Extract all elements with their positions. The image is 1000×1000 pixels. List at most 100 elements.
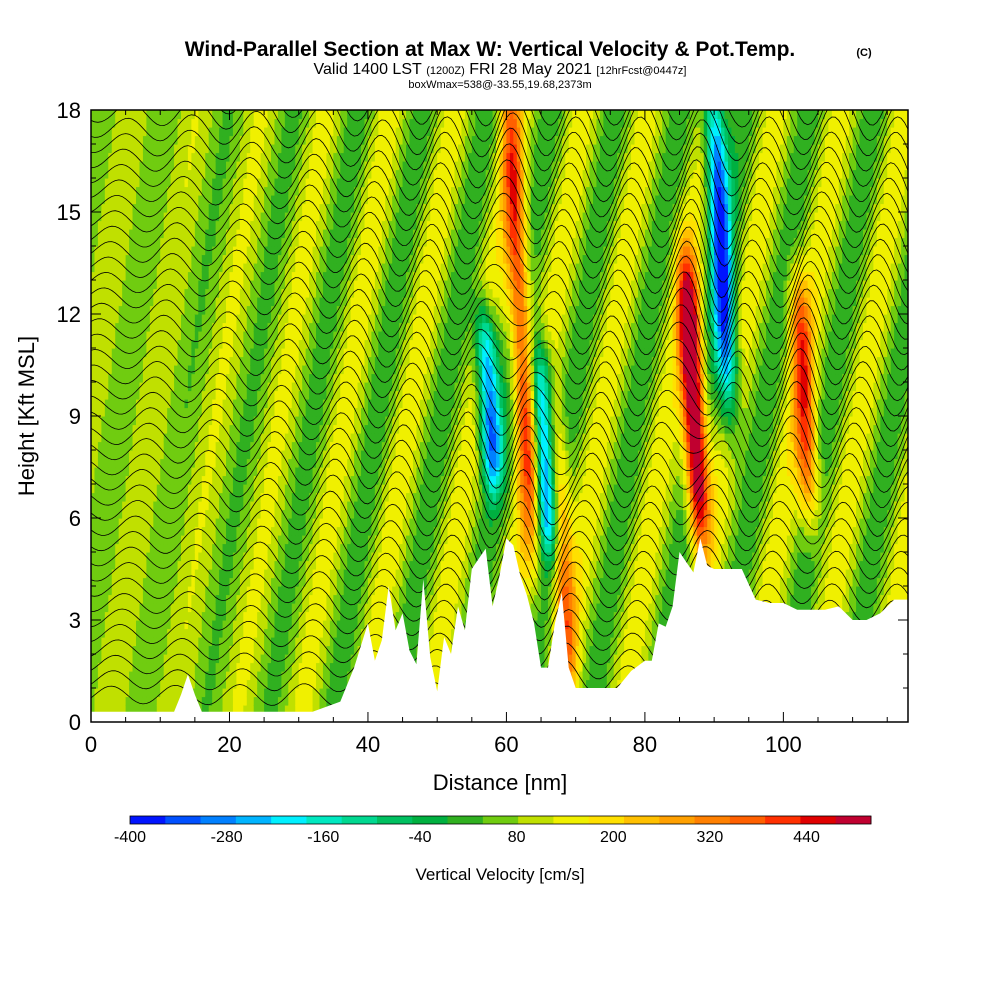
velocity-cell — [302, 255, 306, 264]
velocity-cell — [264, 238, 268, 247]
velocity-cell — [108, 391, 112, 400]
velocity-cell — [108, 229, 112, 238]
velocity-cell — [212, 195, 216, 204]
velocity-cell — [247, 552, 251, 561]
velocity-cell — [108, 263, 112, 272]
velocity-cell — [146, 612, 150, 621]
velocity-cell — [247, 450, 251, 459]
velocity-cell — [292, 459, 296, 468]
velocity-cell — [292, 408, 296, 417]
velocity-cell — [247, 697, 251, 706]
velocity-cell — [309, 654, 313, 663]
velocity-cell — [129, 569, 133, 578]
velocity-cell — [188, 204, 192, 213]
velocity-cell — [178, 561, 182, 570]
velocity-cell — [101, 663, 105, 672]
velocity-cell — [94, 340, 98, 349]
velocity-cell — [112, 561, 116, 570]
velocity-cell — [160, 484, 164, 493]
velocity-cell — [164, 408, 168, 417]
velocity-cell — [229, 527, 233, 536]
velocity-cell — [153, 204, 157, 213]
velocity-cell — [257, 688, 261, 697]
velocity-cell — [150, 280, 154, 289]
velocity-cell — [105, 340, 109, 349]
velocity-cell — [319, 314, 323, 323]
velocity-cell — [288, 603, 292, 612]
velocity-cell — [271, 119, 275, 128]
velocity-cell — [223, 153, 227, 162]
velocity-cell — [188, 136, 192, 145]
velocity-cell — [171, 425, 175, 434]
velocity-cell — [167, 493, 171, 502]
velocity-cell — [129, 671, 133, 680]
velocity-cell — [271, 229, 275, 238]
velocity-cell — [278, 493, 282, 502]
velocity-cell — [223, 595, 227, 604]
velocity-cell — [119, 476, 123, 485]
velocity-cell — [139, 238, 143, 247]
velocity-cell — [313, 442, 317, 451]
velocity-cell — [160, 365, 164, 374]
velocity-cell — [223, 161, 227, 170]
velocity-cell — [174, 161, 178, 170]
velocity-cell — [250, 391, 254, 400]
velocity-cell — [108, 255, 112, 264]
velocity-cell — [243, 391, 247, 400]
velocity-cell — [115, 612, 119, 621]
velocity-cell — [112, 170, 116, 179]
velocity-cell — [264, 161, 268, 170]
velocity-cell — [233, 697, 237, 706]
velocity-cell — [164, 127, 168, 136]
velocity-cell — [184, 331, 188, 340]
velocity-cell — [126, 552, 130, 561]
velocity-cell — [278, 238, 282, 247]
velocity-cell — [143, 425, 147, 434]
velocity-cell — [299, 544, 303, 553]
velocity-cell — [326, 272, 330, 281]
velocity-cell — [146, 637, 150, 646]
velocity-cell — [101, 493, 105, 502]
velocity-cell — [101, 314, 105, 323]
velocity-cell — [268, 238, 272, 247]
velocity-cell — [319, 170, 323, 179]
velocity-cell — [313, 697, 317, 706]
velocity-cell — [295, 527, 299, 536]
velocity-cell — [288, 510, 292, 519]
velocity-cell — [98, 340, 102, 349]
velocity-cell — [261, 603, 265, 612]
velocity-cell — [313, 595, 317, 604]
velocity-cell — [254, 357, 258, 366]
velocity-cell — [278, 680, 282, 689]
velocity-cell — [122, 569, 126, 578]
velocity-cell — [316, 229, 320, 238]
velocity-cell — [122, 391, 126, 400]
velocity-cell — [299, 314, 303, 323]
velocity-cell — [139, 348, 143, 357]
velocity-cell — [174, 195, 178, 204]
velocity-cell — [160, 170, 164, 179]
velocity-cell — [188, 484, 192, 493]
velocity-cell — [133, 637, 137, 646]
velocity-cell — [171, 433, 175, 442]
velocity-cell — [178, 246, 182, 255]
velocity-cell — [112, 331, 116, 340]
velocity-cell — [285, 204, 289, 213]
velocity-cell — [229, 348, 233, 357]
velocity-cell — [257, 314, 261, 323]
velocity-cell — [205, 255, 209, 264]
velocity-cell — [108, 246, 112, 255]
velocity-cell — [247, 187, 251, 196]
velocity-cell — [250, 306, 254, 315]
velocity-cell — [268, 612, 272, 621]
velocity-cell — [285, 450, 289, 459]
velocity-cell — [112, 569, 116, 578]
velocity-cell — [233, 527, 237, 536]
velocity-cell — [254, 263, 258, 272]
velocity-cell — [167, 586, 171, 595]
velocity-cell — [306, 204, 310, 213]
velocity-cell — [209, 544, 213, 553]
velocity-cell — [233, 544, 237, 553]
velocity-cell — [212, 459, 216, 468]
velocity-cell — [184, 340, 188, 349]
